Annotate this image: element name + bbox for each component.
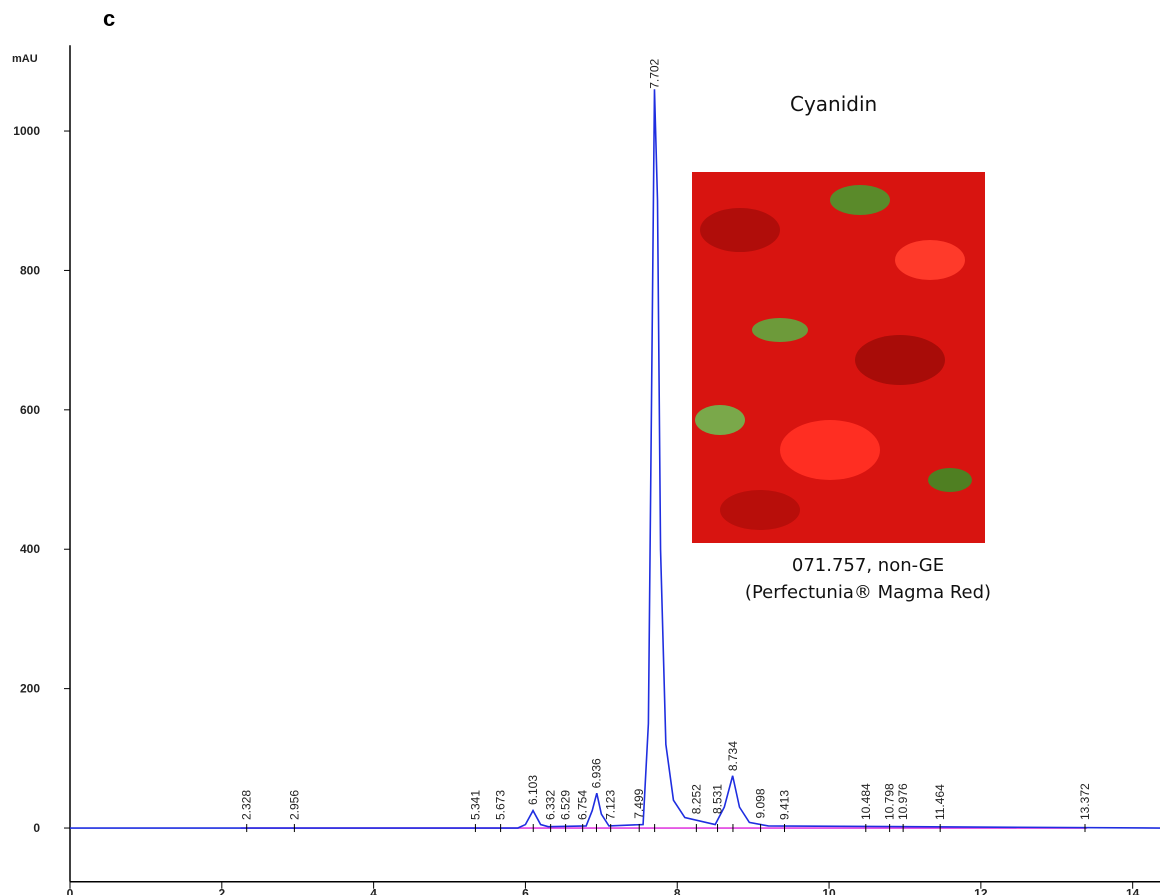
peak-label: 6.529 xyxy=(559,790,573,820)
peak-annotation: Cyanidin xyxy=(790,92,877,116)
peak-label: 2.328 xyxy=(240,790,254,820)
peak-label: 11.464 xyxy=(933,784,947,820)
peak-label: 8.734 xyxy=(726,741,740,771)
x-tick-label: 14 xyxy=(1126,887,1140,895)
y-tick-label: 800 xyxy=(20,263,40,277)
trace xyxy=(70,89,1160,828)
peak-label: 2.956 xyxy=(287,790,301,820)
x-tick-label: 6 xyxy=(522,887,529,895)
image-caption: (Perfectunia® Magma Red) xyxy=(745,582,991,603)
peak-label: 7.123 xyxy=(604,790,618,820)
y-tick-label: 600 xyxy=(20,403,40,417)
peak-label: 5.673 xyxy=(494,790,508,820)
y-unit: mAU xyxy=(12,53,38,65)
peak-label: 8.252 xyxy=(689,784,703,814)
peak-label: 9.098 xyxy=(754,788,768,818)
y-tick-label: 200 xyxy=(20,682,40,696)
peak-label: 7.499 xyxy=(632,788,646,818)
x-tick-label: 8 xyxy=(674,887,681,895)
chart: c mAU Cyanidin 071.757, non-GE (Perfectu… xyxy=(0,0,1160,895)
peak-label: 13.372 xyxy=(1078,783,1092,820)
peak-label: 9.413 xyxy=(777,790,791,820)
peak-label: 8.531 xyxy=(711,784,725,814)
peak-label: 6.936 xyxy=(589,758,603,788)
x-tick-label: 10 xyxy=(822,887,836,895)
x-tick-label: 2 xyxy=(218,887,225,895)
y-tick-label: 0 xyxy=(33,821,40,835)
x-tick-label: 12 xyxy=(974,887,988,895)
x-tick-label: 4 xyxy=(370,887,377,895)
peak-label: 10.976 xyxy=(896,783,910,820)
peak-label: 6.754 xyxy=(576,790,590,820)
flower-photo xyxy=(692,172,985,543)
peak-label: 5.341 xyxy=(468,790,482,820)
peak-label: 7.702 xyxy=(648,58,662,88)
y-tick-label: 400 xyxy=(20,542,40,556)
image-caption: 071.757, non-GE xyxy=(792,555,944,576)
panel-label: c xyxy=(103,6,115,31)
peak-label: 6.332 xyxy=(544,790,558,820)
peak-label: 10.484 xyxy=(859,783,873,820)
peak-label: 6.103 xyxy=(526,775,540,805)
peak-label: 10.798 xyxy=(883,783,897,820)
x-tick-label: 0 xyxy=(67,887,74,895)
y-tick-label: 1000 xyxy=(13,124,40,138)
